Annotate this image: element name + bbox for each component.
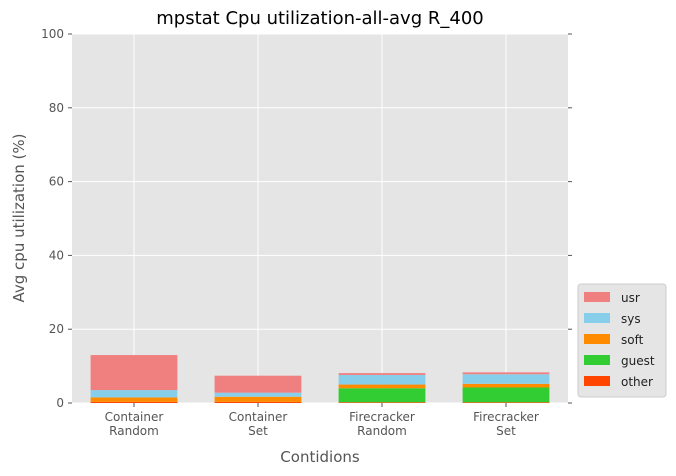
y-tick-label: 60 bbox=[49, 175, 64, 189]
legend-swatch-guest bbox=[584, 355, 610, 365]
bar-segment-other bbox=[462, 402, 550, 403]
bar-segment-other bbox=[338, 402, 426, 403]
plot-background bbox=[72, 34, 568, 403]
x-tick-label-line: Container bbox=[229, 410, 288, 424]
bar-segment-soft bbox=[462, 383, 550, 388]
legend-swatch-other bbox=[584, 376, 610, 386]
bar-segment-sys bbox=[462, 374, 550, 384]
bar-segment-sys bbox=[214, 392, 302, 397]
x-tick-label-line: Random bbox=[357, 424, 407, 438]
x-axis-title: Contidions bbox=[280, 448, 360, 466]
chart-title: mpstat Cpu utilization-all-avg R_400 bbox=[156, 8, 483, 29]
legend-box bbox=[577, 283, 667, 398]
x-tick-label-line: Container bbox=[105, 410, 164, 424]
grid-lines bbox=[72, 33, 568, 404]
bar-segment-guest bbox=[462, 387, 550, 403]
bar-segment-other bbox=[214, 401, 302, 403]
bar-segment-guest bbox=[338, 388, 426, 403]
bar-segment-sys bbox=[338, 374, 426, 385]
legend-label-guest: guest bbox=[621, 354, 655, 368]
y-tick-label: 0 bbox=[56, 396, 64, 410]
y-tick-label: 100 bbox=[41, 27, 64, 41]
legend-swatch-usr bbox=[584, 292, 610, 302]
bar-segment-soft bbox=[214, 396, 302, 402]
bar-segment-soft bbox=[90, 397, 178, 402]
x-tick-label-line: Set bbox=[496, 424, 516, 438]
legend-swatch-soft bbox=[584, 334, 610, 344]
legend-label-usr: usr bbox=[621, 291, 640, 305]
x-tick-label-line: Firecracker bbox=[473, 410, 539, 424]
x-tick-label: Container Random bbox=[105, 410, 164, 438]
y-tick-label: 40 bbox=[49, 248, 64, 262]
x-tick-label-line: Random bbox=[109, 424, 159, 438]
legend-label-soft: soft bbox=[621, 333, 644, 347]
bar-segment-soft bbox=[338, 384, 426, 389]
x-tick-label-line: Firecracker bbox=[349, 410, 415, 424]
legend: usr sys soft guest other bbox=[577, 283, 667, 398]
bar-segment-usr bbox=[462, 372, 550, 375]
x-tick-label-line: Set bbox=[248, 424, 268, 438]
legend-label-sys: sys bbox=[621, 312, 641, 326]
y-axis-title: Avg cpu utilization (%) bbox=[10, 133, 28, 302]
bar-segment-usr bbox=[214, 375, 302, 393]
bar-segment-other bbox=[90, 401, 178, 403]
x-tick-label: Firecracker Set bbox=[473, 410, 539, 438]
bars bbox=[90, 355, 550, 403]
y-tick-label: 20 bbox=[49, 322, 64, 336]
legend-swatch-sys bbox=[584, 313, 610, 323]
bar-segment-usr bbox=[338, 373, 426, 375]
x-tick-label: Firecracker Random bbox=[349, 410, 415, 438]
y-tick-label: 80 bbox=[49, 101, 64, 115]
legend-label-other: other bbox=[621, 375, 653, 389]
x-tick-label: Container Set bbox=[229, 410, 288, 438]
bar-segment-sys bbox=[90, 390, 178, 398]
bar-segment-usr bbox=[90, 355, 178, 391]
